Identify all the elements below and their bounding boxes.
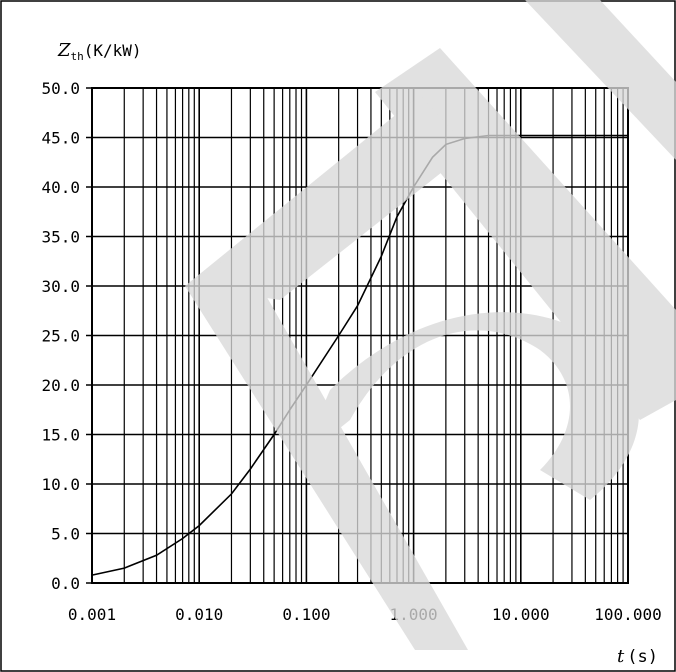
y-tick-label: 15.0	[41, 426, 80, 445]
y-axis-label-sub: th	[71, 50, 84, 63]
y-tick-label: 5.0	[51, 525, 80, 544]
y-tick-label: 35.0	[41, 228, 80, 247]
x-tick-label: 0.001	[68, 605, 116, 624]
y-axis-label: Zth(K/kW)	[57, 40, 142, 63]
y-tick-label: 25.0	[41, 327, 80, 346]
y-tick-label: 10.0	[41, 475, 80, 494]
x-tick-label: 0.100	[282, 605, 330, 624]
y-axis-label-unit: (K/kW)	[84, 41, 142, 60]
y-tick-label: 50.0	[41, 79, 80, 98]
y-tick-label: 0.0	[51, 574, 80, 593]
y-tick-label: 40.0	[41, 178, 80, 197]
y-tick-label: 30.0	[41, 277, 80, 296]
y-tick-label: 45.0	[41, 129, 80, 148]
y-tick-label: 20.0	[41, 376, 80, 395]
watermark-logo	[185, 0, 676, 650]
x-axis-label: t (s)	[617, 646, 658, 667]
x-axis-label-unit: (s)	[627, 647, 658, 667]
y-axis-label-main: Z	[57, 40, 71, 61]
x-tick-label: 100.000	[594, 605, 661, 624]
x-axis-label-main: t	[617, 646, 625, 667]
y-axis-ticks: 0.0 5.0 10.0 15.0 20.0 25.0 30.0 35.0 40.0 45.0 50…	[41, 79, 80, 593]
x-tick-label: 0.010	[175, 605, 223, 624]
x-tick-label: 10.000	[492, 605, 550, 624]
